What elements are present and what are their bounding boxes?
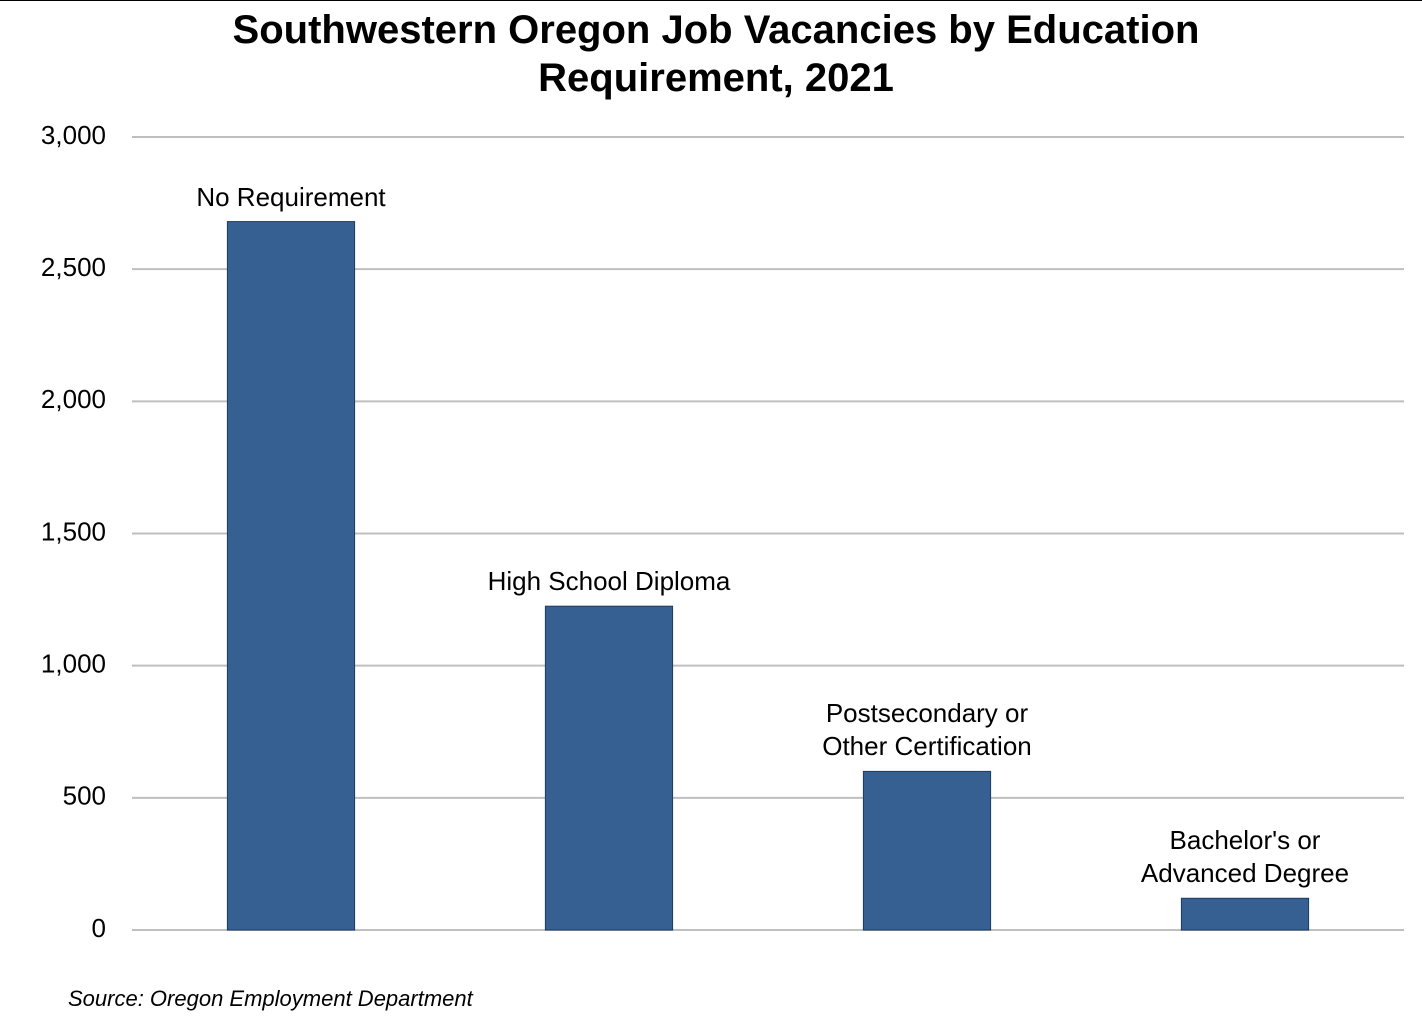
category-label: High School Diploma (487, 566, 731, 597)
bar (544, 605, 674, 931)
bar (1180, 897, 1310, 931)
y-tick-label: 2,000 (41, 384, 106, 414)
category-label: Bachelor's or Advanced Degree (1140, 825, 1350, 889)
y-tick-label: 3,000 (41, 120, 106, 150)
y-tick-label: 1,000 (41, 649, 106, 679)
y-tick-label: 1,500 (41, 516, 106, 546)
y-tick-label: 500 (63, 781, 106, 811)
chart-title: Southwestern Oregon Job Vacancies by Edu… (232, 8, 1200, 100)
y-tick-label: 2,500 (41, 252, 106, 282)
bar (862, 770, 992, 931)
category-label: No Requirement (196, 181, 386, 212)
y-tick-label: 0 (92, 913, 106, 943)
category-label: Postsecondary or Other Certification (822, 698, 1032, 762)
bar (226, 221, 356, 931)
source-note: Source: Oregon Employment Department (68, 986, 473, 1011)
